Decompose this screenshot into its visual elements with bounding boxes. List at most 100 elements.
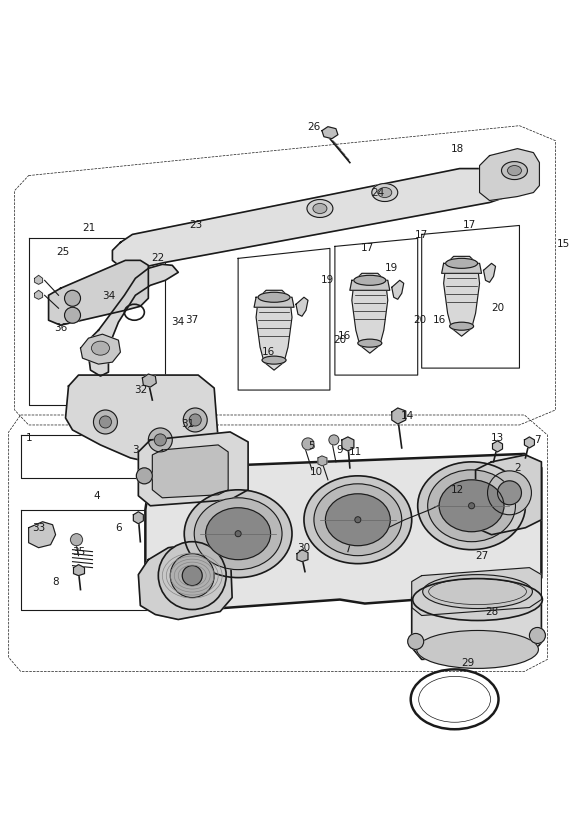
Ellipse shape [184,489,292,578]
Text: 3: 3 [132,445,139,455]
Polygon shape [392,408,406,424]
Ellipse shape [354,275,386,285]
Polygon shape [525,437,535,448]
Ellipse shape [325,494,390,545]
Polygon shape [142,374,156,387]
Polygon shape [483,264,496,283]
Circle shape [100,416,111,428]
Circle shape [302,438,314,450]
Polygon shape [444,256,480,336]
Ellipse shape [372,184,398,202]
Text: 35: 35 [72,546,85,557]
Polygon shape [73,564,85,576]
Ellipse shape [313,204,327,213]
Ellipse shape [314,484,402,555]
Text: 13: 13 [491,433,504,443]
Polygon shape [254,297,294,307]
Ellipse shape [194,498,282,569]
Ellipse shape [413,578,542,620]
Text: 31: 31 [182,419,195,429]
Polygon shape [297,550,308,562]
Ellipse shape [304,475,412,564]
Polygon shape [412,597,542,659]
Text: 34: 34 [171,317,185,327]
Ellipse shape [501,162,528,180]
Polygon shape [34,290,43,299]
Circle shape [189,414,201,426]
Text: 19: 19 [321,275,335,285]
Polygon shape [476,455,542,535]
Polygon shape [256,290,292,370]
Circle shape [159,541,226,610]
Text: 18: 18 [451,143,464,153]
Text: 11: 11 [349,447,363,456]
Polygon shape [145,454,542,611]
Circle shape [65,290,80,307]
Text: 15: 15 [557,240,570,250]
Polygon shape [342,437,354,451]
Text: 32: 32 [134,385,147,395]
Circle shape [497,481,521,505]
Polygon shape [89,265,178,376]
Polygon shape [350,280,390,290]
Polygon shape [493,441,503,452]
Text: 36: 36 [54,323,67,333]
Ellipse shape [417,462,525,550]
Text: 24: 24 [371,188,384,198]
Polygon shape [113,169,501,269]
Polygon shape [138,432,248,506]
Circle shape [487,471,532,515]
Text: 17: 17 [415,231,429,241]
Text: 10: 10 [310,467,322,477]
Text: 20: 20 [333,335,346,345]
Text: 17: 17 [361,243,374,254]
Text: 17: 17 [463,221,476,231]
Polygon shape [392,280,404,299]
Circle shape [529,628,545,644]
Text: 8: 8 [52,577,59,587]
Text: 6: 6 [115,522,122,533]
Circle shape [235,531,241,536]
Circle shape [469,503,475,508]
Text: 34: 34 [102,291,115,302]
Ellipse shape [449,322,473,330]
Text: 9: 9 [336,445,343,455]
Text: 5: 5 [308,441,315,451]
Ellipse shape [92,341,110,355]
Text: 29: 29 [461,658,474,668]
Circle shape [182,565,202,586]
Ellipse shape [206,508,271,559]
Circle shape [71,534,83,545]
Circle shape [136,468,152,484]
Ellipse shape [423,574,532,609]
Ellipse shape [417,630,539,668]
Circle shape [170,554,214,597]
Text: 20: 20 [413,316,426,325]
Text: 26: 26 [307,122,321,132]
Polygon shape [29,522,55,548]
Text: 16: 16 [433,316,446,325]
Ellipse shape [258,293,290,302]
Text: 37: 37 [185,316,199,325]
Text: 2: 2 [514,463,521,473]
Text: 19: 19 [385,264,398,274]
Circle shape [183,408,207,432]
Text: 16: 16 [261,347,275,357]
Polygon shape [296,297,308,316]
Text: 33: 33 [32,522,45,533]
Text: 12: 12 [451,485,464,495]
Text: 4: 4 [93,491,100,501]
Polygon shape [412,568,542,616]
Polygon shape [480,148,539,200]
Ellipse shape [445,259,477,269]
Polygon shape [152,445,228,498]
Polygon shape [34,275,43,284]
Ellipse shape [439,480,504,531]
Text: 28: 28 [485,606,498,616]
Text: 27: 27 [475,550,488,560]
Text: 1: 1 [25,433,32,443]
Ellipse shape [307,199,333,218]
Circle shape [355,517,361,522]
Text: 21: 21 [82,223,95,233]
Ellipse shape [262,356,286,364]
